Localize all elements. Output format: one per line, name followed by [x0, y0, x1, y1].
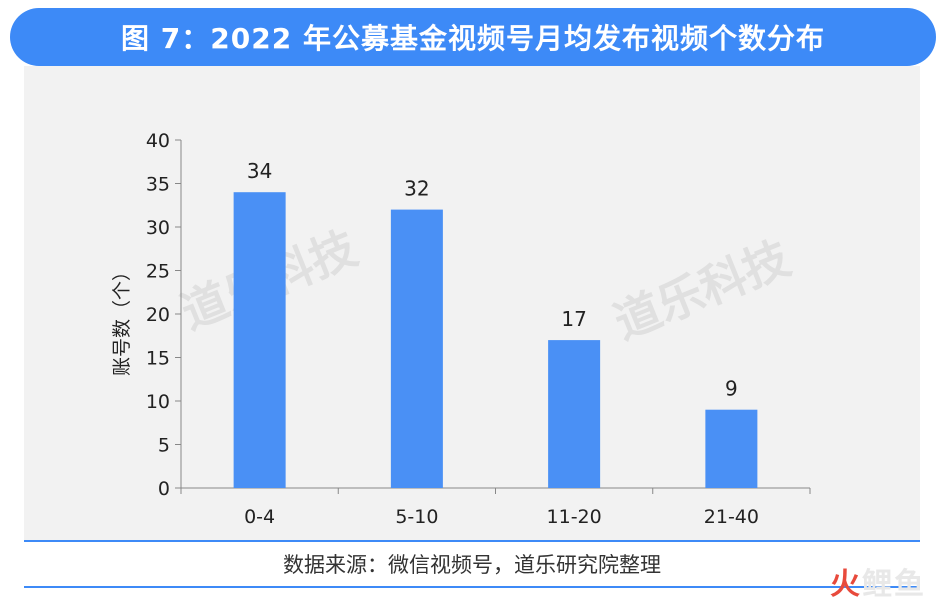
- x-tick-label: 0-4: [244, 506, 275, 528]
- bar-21-40: [705, 409, 758, 488]
- bar-5-10: [390, 209, 443, 488]
- divider-top: [24, 540, 920, 542]
- chart-title: 图 7：2022 年公募基金视频号月均发布视频个数分布: [121, 22, 825, 55]
- brand-logo: 火鲤鱼: [830, 559, 926, 603]
- bar-11-20: [548, 340, 601, 488]
- x-tick-label: 21-40: [704, 506, 759, 528]
- brand-logo-mark: 火: [830, 567, 862, 602]
- y-tick-label: 20: [146, 304, 170, 326]
- data-label: 32: [404, 177, 429, 201]
- x-tick-label: 11-20: [547, 506, 602, 528]
- y-tick-label: 30: [146, 217, 170, 239]
- data-label: 17: [561, 307, 586, 331]
- divider-bottom: [24, 586, 920, 588]
- bar-0-4: [233, 192, 286, 488]
- y-tick-label: 15: [146, 348, 170, 370]
- watermark-text: 道乐科技: [607, 231, 798, 350]
- y-tick-label: 25: [146, 261, 170, 283]
- x-tick-label: 5-10: [395, 506, 438, 528]
- data-label: 34: [247, 159, 272, 183]
- source-note: 数据来源：微信视频号，道乐研究院整理: [283, 553, 661, 577]
- y-tick-label: 35: [146, 174, 170, 196]
- y-tick-label: 40: [146, 130, 170, 152]
- title-banner: 图 7：2022 年公募基金视频号月均发布视频个数分布: [10, 8, 936, 66]
- plot-panel: [24, 66, 920, 540]
- y-tick-label: 0: [158, 478, 170, 500]
- brand-logo-text: 鲤鱼: [862, 567, 926, 602]
- y-axis-title: 账号数（个）: [111, 262, 133, 376]
- data-label: 9: [725, 377, 738, 401]
- y-tick-label: 5: [158, 435, 170, 457]
- y-tick-label: 10: [146, 391, 170, 413]
